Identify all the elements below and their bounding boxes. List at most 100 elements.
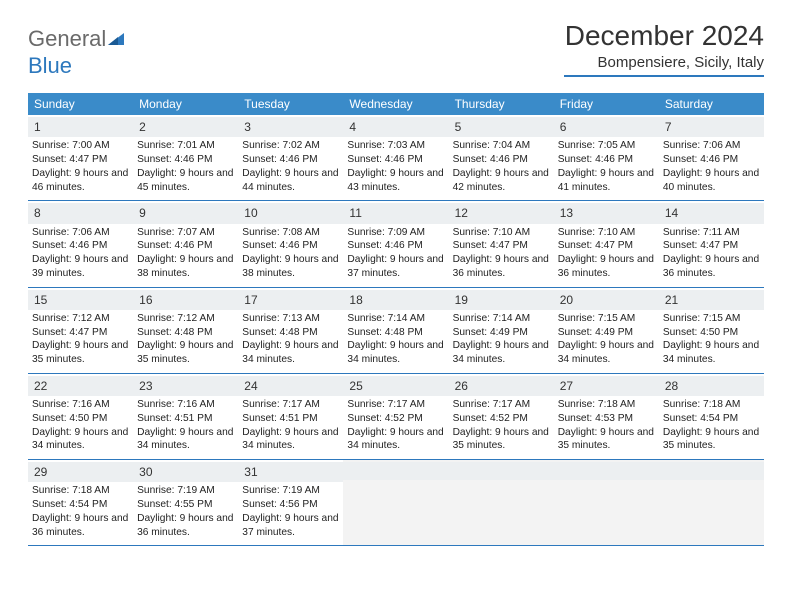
- day-number: 25: [349, 379, 362, 393]
- sunset-line: Sunset: 4:56 PM: [242, 498, 339, 512]
- calendar-day: 21Sunrise: 7:15 AMSunset: 4:50 PMDayligh…: [659, 288, 764, 374]
- day-number: 13: [560, 206, 573, 220]
- calendar-day: 9Sunrise: 7:07 AMSunset: 4:46 PMDaylight…: [133, 201, 238, 287]
- sunset-line: Sunset: 4:47 PM: [32, 326, 129, 340]
- calendar-day: 31Sunrise: 7:19 AMSunset: 4:56 PMDayligh…: [238, 460, 343, 546]
- calendar-day: 6Sunrise: 7:05 AMSunset: 4:46 PMDaylight…: [554, 115, 659, 201]
- calendar-day-empty: [659, 460, 764, 546]
- calendar-day: 30Sunrise: 7:19 AMSunset: 4:55 PMDayligh…: [133, 460, 238, 546]
- sunrise-line: Sunrise: 7:12 AM: [137, 312, 234, 326]
- day-number-row: 10: [238, 203, 343, 223]
- sunset-line: Sunset: 4:55 PM: [137, 498, 234, 512]
- weekday-header: Thursday: [449, 93, 554, 115]
- day-number-row: 25: [343, 376, 448, 396]
- logo-blue: Blue: [28, 53, 72, 78]
- calendar-day: 20Sunrise: 7:15 AMSunset: 4:49 PMDayligh…: [554, 288, 659, 374]
- daylight-line: Daylight: 9 hours and 34 minutes.: [347, 426, 444, 454]
- sunset-line: Sunset: 4:54 PM: [32, 498, 129, 512]
- calendar-day: 14Sunrise: 7:11 AMSunset: 4:47 PMDayligh…: [659, 201, 764, 287]
- day-number-row: 11: [343, 203, 448, 223]
- sunrise-line: Sunrise: 7:16 AM: [32, 398, 129, 412]
- day-number: 14: [665, 206, 678, 220]
- sunset-line: Sunset: 4:50 PM: [663, 326, 760, 340]
- day-number: 23: [139, 379, 152, 393]
- sunset-line: Sunset: 4:52 PM: [347, 412, 444, 426]
- daylight-line: Daylight: 9 hours and 41 minutes.: [558, 167, 655, 195]
- day-number: 17: [244, 293, 257, 307]
- sunset-line: Sunset: 4:51 PM: [242, 412, 339, 426]
- day-number: 16: [139, 293, 152, 307]
- day-number-row: 17: [238, 290, 343, 310]
- sunrise-line: Sunrise: 7:05 AM: [558, 139, 655, 153]
- day-number: 10: [244, 206, 257, 220]
- calendar-day: 7Sunrise: 7:06 AMSunset: 4:46 PMDaylight…: [659, 115, 764, 201]
- day-number-row: 29: [28, 462, 133, 482]
- day-number-row: 3: [238, 117, 343, 137]
- sunset-line: Sunset: 4:46 PM: [663, 153, 760, 167]
- sunset-line: Sunset: 4:54 PM: [663, 412, 760, 426]
- calendar-day-empty: [343, 460, 448, 546]
- day-number-row: 15: [28, 290, 133, 310]
- daylight-line: Daylight: 9 hours and 34 minutes.: [137, 426, 234, 454]
- sunset-line: Sunset: 4:46 PM: [347, 153, 444, 167]
- day-number: 5: [455, 120, 462, 134]
- sunset-line: Sunset: 4:46 PM: [137, 153, 234, 167]
- sunset-line: Sunset: 4:46 PM: [242, 153, 339, 167]
- day-number-row: 26: [449, 376, 554, 396]
- daylight-line: Daylight: 9 hours and 36 minutes.: [558, 253, 655, 281]
- sunset-line: Sunset: 4:47 PM: [663, 239, 760, 253]
- sunset-line: Sunset: 4:46 PM: [242, 239, 339, 253]
- weekday-header: Tuesday: [238, 93, 343, 115]
- calendar-day: 26Sunrise: 7:17 AMSunset: 4:52 PMDayligh…: [449, 374, 554, 460]
- sunrise-line: Sunrise: 7:18 AM: [32, 484, 129, 498]
- sunrise-line: Sunrise: 7:07 AM: [137, 226, 234, 240]
- sunrise-line: Sunrise: 7:01 AM: [137, 139, 234, 153]
- day-number: 18: [349, 293, 362, 307]
- sunrise-line: Sunrise: 7:17 AM: [242, 398, 339, 412]
- calendar-day: 2Sunrise: 7:01 AMSunset: 4:46 PMDaylight…: [133, 115, 238, 201]
- calendar-day: 25Sunrise: 7:17 AMSunset: 4:52 PMDayligh…: [343, 374, 448, 460]
- day-number: 27: [560, 379, 573, 393]
- calendar-day: 22Sunrise: 7:16 AMSunset: 4:50 PMDayligh…: [28, 374, 133, 460]
- day-number-row: 18: [343, 290, 448, 310]
- day-number-row: [554, 462, 659, 480]
- sunrise-line: Sunrise: 7:08 AM: [242, 226, 339, 240]
- weekday-header: Friday: [554, 93, 659, 115]
- sunrise-line: Sunrise: 7:15 AM: [558, 312, 655, 326]
- day-number-row: [449, 462, 554, 480]
- sunrise-line: Sunrise: 7:14 AM: [453, 312, 550, 326]
- day-number-row: 13: [554, 203, 659, 223]
- calendar-day: 23Sunrise: 7:16 AMSunset: 4:51 PMDayligh…: [133, 374, 238, 460]
- daylight-line: Daylight: 9 hours and 36 minutes.: [663, 253, 760, 281]
- daylight-line: Daylight: 9 hours and 40 minutes.: [663, 167, 760, 195]
- day-number: 21: [665, 293, 678, 307]
- daylight-line: Daylight: 9 hours and 35 minutes.: [663, 426, 760, 454]
- sunrise-line: Sunrise: 7:04 AM: [453, 139, 550, 153]
- sunrise-line: Sunrise: 7:10 AM: [453, 226, 550, 240]
- calendar-grid: 1Sunrise: 7:00 AMSunset: 4:47 PMDaylight…: [28, 115, 764, 546]
- sunset-line: Sunset: 4:47 PM: [558, 239, 655, 253]
- sunset-line: Sunset: 4:48 PM: [137, 326, 234, 340]
- sunrise-line: Sunrise: 7:13 AM: [242, 312, 339, 326]
- daylight-line: Daylight: 9 hours and 34 minutes.: [347, 339, 444, 367]
- calendar-day: 15Sunrise: 7:12 AMSunset: 4:47 PMDayligh…: [28, 288, 133, 374]
- sunset-line: Sunset: 4:46 PM: [32, 239, 129, 253]
- daylight-line: Daylight: 9 hours and 42 minutes.: [453, 167, 550, 195]
- sunrise-line: Sunrise: 7:06 AM: [32, 226, 129, 240]
- sunrise-line: Sunrise: 7:02 AM: [242, 139, 339, 153]
- daylight-line: Daylight: 9 hours and 43 minutes.: [347, 167, 444, 195]
- sunrise-line: Sunrise: 7:14 AM: [347, 312, 444, 326]
- calendar-day: 8Sunrise: 7:06 AMSunset: 4:46 PMDaylight…: [28, 201, 133, 287]
- daylight-line: Daylight: 9 hours and 39 minutes.: [32, 253, 129, 281]
- day-number: 19: [455, 293, 468, 307]
- sunset-line: Sunset: 4:51 PM: [137, 412, 234, 426]
- calendar-day: 4Sunrise: 7:03 AMSunset: 4:46 PMDaylight…: [343, 115, 448, 201]
- sunrise-line: Sunrise: 7:03 AM: [347, 139, 444, 153]
- sunrise-line: Sunrise: 7:19 AM: [242, 484, 339, 498]
- daylight-line: Daylight: 9 hours and 36 minutes.: [137, 512, 234, 540]
- day-number-row: 12: [449, 203, 554, 223]
- day-number-row: 7: [659, 117, 764, 137]
- daylight-line: Daylight: 9 hours and 46 minutes.: [32, 167, 129, 195]
- weekday-header: Sunday: [28, 93, 133, 115]
- calendar-day: 3Sunrise: 7:02 AMSunset: 4:46 PMDaylight…: [238, 115, 343, 201]
